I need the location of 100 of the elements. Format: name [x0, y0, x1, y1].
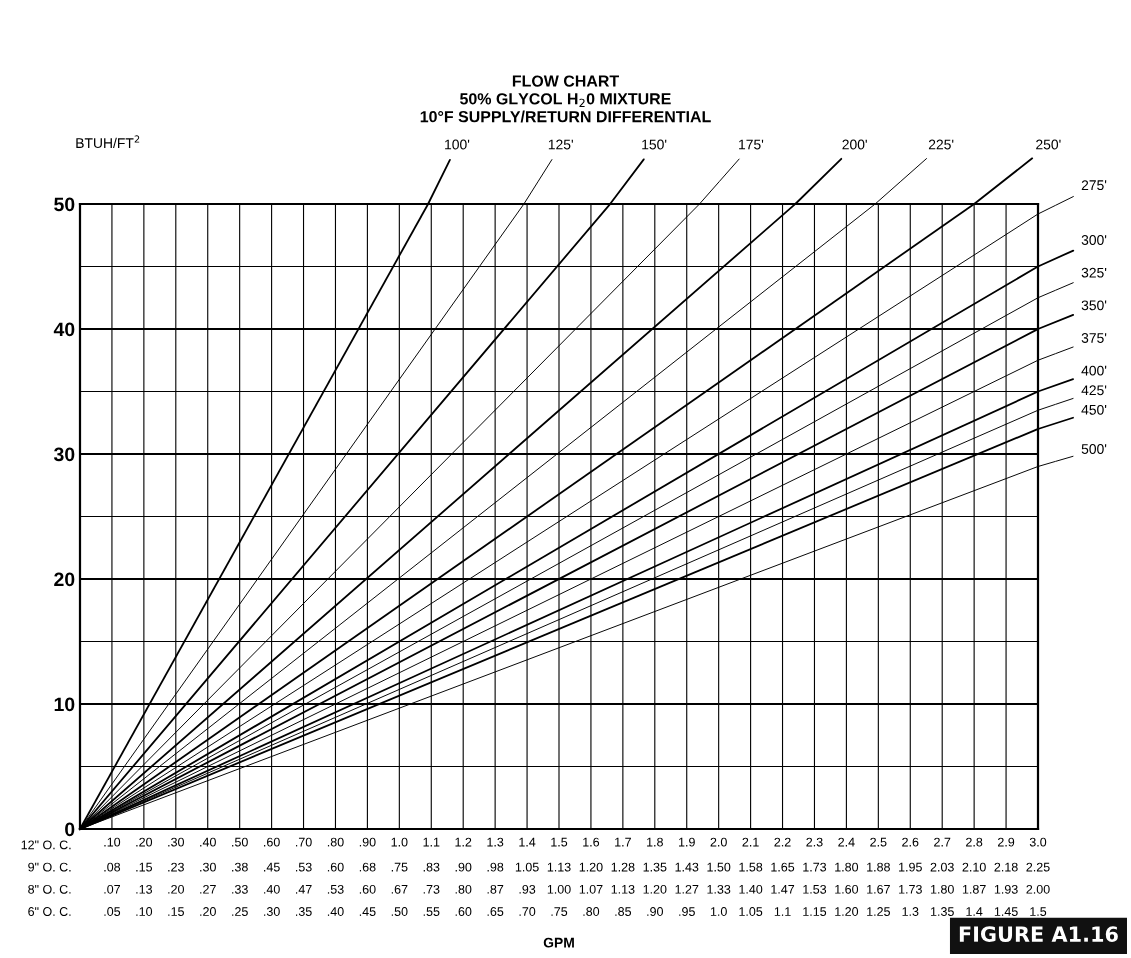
text: .67 [391, 884, 408, 894]
text: .98 [487, 862, 504, 872]
text: 1.95 [899, 862, 922, 872]
text: 150' [642, 139, 667, 150]
text: .80 [455, 884, 472, 894]
text: 1.00 [547, 884, 571, 894]
text: 1.15 [803, 907, 827, 916]
text: GPM [543, 937, 574, 948]
text: .60 [455, 907, 472, 916]
text: 1.45 [994, 907, 1018, 916]
text: .45 [264, 862, 280, 872]
text: 1.28 [611, 862, 635, 872]
text: .53 [295, 862, 312, 872]
text: 2.00 [1026, 884, 1050, 894]
text: 1.1 [774, 907, 791, 916]
text: .65 [487, 907, 504, 916]
x-tick-label: 1.3 [487, 837, 504, 847]
text: 12" O. C. [21, 840, 71, 850]
text: .47 [295, 885, 312, 894]
text: 350' [1081, 300, 1107, 311]
text: 1.88 [867, 862, 890, 872]
text: .95 [679, 907, 695, 916]
text: .90 [647, 907, 663, 916]
text: 6" O. C. [28, 907, 71, 916]
text: 1.05 [515, 862, 539, 872]
caption: FIGURE A1.16 [959, 926, 1118, 942]
text: .40 [264, 884, 280, 894]
text: .90 [455, 862, 472, 872]
text: 1.35 [643, 862, 667, 872]
text: 100' [445, 139, 470, 150]
text: .40 [327, 907, 344, 916]
text: 1.50 [707, 862, 731, 872]
text: .80 [583, 907, 600, 916]
text: .15 [136, 862, 153, 872]
text: 1.20 [579, 862, 603, 872]
text: 1.13 [547, 862, 571, 872]
text: .27 [200, 884, 216, 894]
text: 1.80 [835, 862, 859, 872]
text: .15 [168, 907, 184, 916]
text: .85 [615, 907, 632, 916]
text: 1.40 [739, 884, 763, 894]
x-tick-label: 2.1 [742, 837, 759, 847]
x-tick-label: 2.0 [710, 837, 727, 847]
text: 500' [1081, 444, 1107, 454]
text: 300' [1081, 235, 1107, 245]
text: 1.07 [579, 884, 603, 894]
text: 2.03 [930, 862, 954, 872]
text: 1.60 [835, 884, 859, 894]
x-tick-label: 1.5 [551, 837, 568, 847]
text: 125' [548, 139, 573, 150]
text: 1.65 [771, 862, 795, 872]
text: 1.43 [675, 862, 699, 872]
x-tick-label: 2.3 [806, 837, 823, 847]
text: 1.33 [707, 884, 731, 894]
text: .05 [104, 907, 121, 916]
x-tick-label: 2.4 [838, 837, 855, 847]
text: 1.35 [930, 907, 954, 916]
x-tick-label: 1.6 [583, 837, 600, 847]
text: .20 [200, 907, 216, 916]
x-tick-label: 3.0 [1029, 837, 1047, 847]
y-axis-title: BTUH/FT$^{2}$ [76, 135, 140, 149]
text: 2.18 [994, 862, 1018, 872]
y-tick-label: 50 [54, 197, 75, 212]
x-tick-label: .40 [200, 837, 216, 847]
text: 1.20 [643, 884, 667, 894]
y-tick-label: 30 [53, 447, 75, 462]
x-tick-label: .10 [104, 837, 121, 847]
text: .60 [327, 862, 344, 872]
text: .20 [168, 884, 184, 894]
text: .35 [295, 907, 312, 916]
text: .87 [487, 884, 504, 894]
text: .23 [168, 862, 184, 872]
text: 250' [1036, 139, 1061, 150]
text: .45 [359, 907, 376, 916]
text: 1.58 [739, 862, 763, 872]
x-tick-label: 1.4 [519, 837, 536, 847]
text: .70 [519, 907, 536, 916]
x-tick-label: .90 [359, 837, 376, 847]
text: .30 [264, 907, 280, 916]
text: .75 [391, 862, 408, 872]
x-tick-label: 1.1 [423, 837, 440, 847]
text: 375' [1081, 333, 1107, 343]
text: 275' [1081, 180, 1107, 191]
x-tick-label: .50 [232, 837, 248, 847]
text: 325' [1081, 267, 1107, 278]
text: 2.25 [1026, 862, 1050, 872]
text: 1.20 [835, 907, 859, 916]
text: .30 [200, 862, 216, 872]
text: .07 [104, 884, 120, 894]
text: .50 [391, 907, 408, 916]
text: 9" O. C. [28, 862, 71, 872]
x-tick-label: .80 [327, 837, 344, 847]
text: .83 [423, 862, 440, 872]
text: .60 [359, 884, 376, 894]
text: .93 [519, 884, 536, 894]
text: 175' [739, 139, 764, 150]
text: 2.10 [962, 862, 986, 872]
x-tick-label: 1.0 [391, 837, 408, 847]
text: 1.05 [739, 907, 763, 916]
text: 1.27 [675, 884, 699, 894]
